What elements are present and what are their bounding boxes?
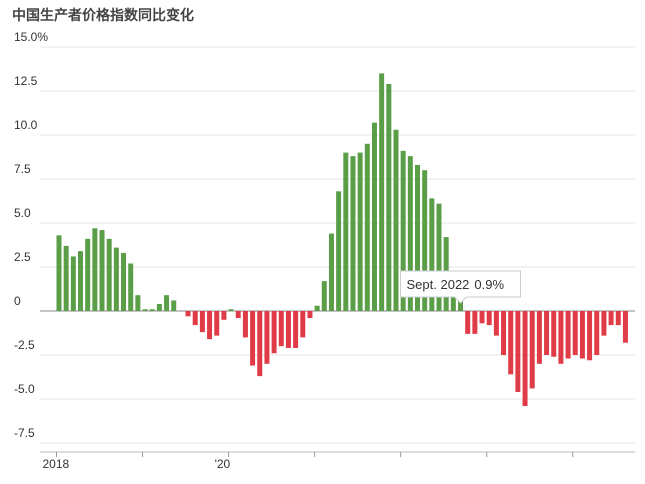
bar xyxy=(558,311,564,364)
bar xyxy=(214,311,220,336)
bar xyxy=(400,150,406,311)
bar xyxy=(78,251,84,311)
bar xyxy=(321,281,327,311)
bar xyxy=(121,252,127,311)
bar xyxy=(472,311,478,334)
bar xyxy=(515,311,521,392)
bar xyxy=(307,311,313,319)
bar xyxy=(379,73,385,312)
bar xyxy=(522,311,528,407)
bar xyxy=(314,305,320,311)
bar xyxy=(328,233,334,311)
bar xyxy=(63,245,69,311)
bar xyxy=(113,247,119,311)
bar xyxy=(149,309,155,311)
bar xyxy=(99,230,105,311)
bar xyxy=(422,170,428,311)
bar xyxy=(235,311,241,319)
bar xyxy=(300,311,306,338)
bar xyxy=(350,156,356,311)
y-tick-label: 10.0 xyxy=(14,118,38,132)
bar xyxy=(565,311,571,359)
bar xyxy=(465,311,471,334)
bar xyxy=(594,311,600,355)
y-tick-label: 5.0 xyxy=(14,206,31,220)
bar xyxy=(429,198,435,311)
y-tick-label: 2.5 xyxy=(14,250,31,264)
bar xyxy=(278,311,284,347)
bar xyxy=(207,311,213,340)
bar xyxy=(185,311,191,317)
bar xyxy=(271,311,277,354)
bar xyxy=(242,311,248,338)
bar xyxy=(264,311,270,364)
bar xyxy=(587,311,593,361)
bar xyxy=(128,263,134,311)
bar xyxy=(293,311,299,348)
bar xyxy=(221,311,227,320)
bar xyxy=(407,156,413,311)
bar xyxy=(493,311,499,336)
tooltip-text: Sept. 2022 0.9% xyxy=(407,277,505,292)
tooltip-value: 0.9% xyxy=(474,277,504,292)
bar xyxy=(622,311,628,343)
bar xyxy=(257,311,263,377)
bar xyxy=(551,311,557,357)
tooltip: Sept. 2022 0.9% xyxy=(400,270,522,304)
x-tick-label: 2018 xyxy=(43,457,70,471)
bar xyxy=(364,143,370,311)
bar xyxy=(164,295,170,311)
bar xyxy=(357,152,363,311)
bar xyxy=(85,238,91,311)
bar xyxy=(135,295,141,311)
bar xyxy=(393,129,399,311)
bar xyxy=(544,311,550,355)
y-tick-label: -2.5 xyxy=(14,338,35,352)
bar xyxy=(92,228,98,311)
y-tick-label: 0 xyxy=(14,294,21,308)
bar xyxy=(171,300,177,311)
bar xyxy=(386,83,392,312)
y-tick-label: 12.5 xyxy=(14,74,38,88)
bar xyxy=(615,311,621,326)
bar xyxy=(501,311,507,355)
tooltip-label: Sept. 2022 xyxy=(407,277,470,292)
bar xyxy=(486,311,492,326)
bar xyxy=(156,303,162,311)
bar xyxy=(285,311,291,348)
bar xyxy=(436,203,442,311)
y-tick-label: 7.5 xyxy=(14,162,31,176)
bar xyxy=(529,311,535,389)
tooltip-box xyxy=(400,270,522,304)
bar xyxy=(142,309,148,311)
bar xyxy=(608,311,614,326)
bar xyxy=(250,311,256,366)
chart-title: 中国生产者价格指数同比变化 xyxy=(12,7,194,23)
bar xyxy=(56,235,62,311)
bar xyxy=(70,256,76,311)
bar xyxy=(479,311,485,324)
bar xyxy=(336,191,342,311)
bar xyxy=(536,311,542,364)
bar xyxy=(228,309,234,311)
bar xyxy=(199,311,205,333)
y-tick-label: 15.0% xyxy=(14,30,48,44)
bar xyxy=(192,311,198,326)
bar xyxy=(371,122,377,312)
bar xyxy=(572,311,578,355)
bar xyxy=(106,238,112,311)
y-tick-label: -7.5 xyxy=(14,426,35,440)
x-tick-label: '20 xyxy=(215,457,231,471)
y-tick-label: -5.0 xyxy=(14,382,35,396)
bar xyxy=(579,311,585,359)
bar xyxy=(508,311,514,375)
bar xyxy=(415,164,420,311)
bar xyxy=(343,152,349,311)
bar xyxy=(601,311,607,336)
